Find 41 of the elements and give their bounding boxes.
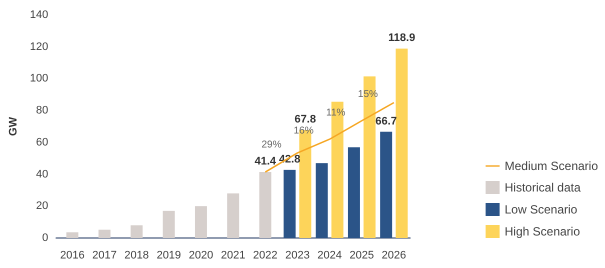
bar bbox=[284, 170, 296, 238]
data-label: 67.8 bbox=[294, 114, 316, 126]
data-label: 41.4 bbox=[254, 156, 277, 168]
bar bbox=[130, 225, 143, 238]
bar bbox=[348, 147, 360, 238]
x-tick-label: 2021 bbox=[220, 250, 246, 262]
annotation: 16% bbox=[294, 126, 314, 137]
bar bbox=[396, 48, 408, 238]
bar bbox=[316, 163, 328, 238]
legend-label: Low Scenario bbox=[504, 202, 578, 216]
x-tick-label: 2017 bbox=[92, 250, 117, 262]
x-tick-label: 2025 bbox=[350, 250, 374, 262]
x-tick-label: 2023 bbox=[285, 250, 310, 262]
y-tick-label: 20 bbox=[36, 200, 48, 212]
x-tick-label: 2022 bbox=[253, 250, 278, 262]
y-tick-label: 0 bbox=[42, 232, 48, 244]
y-tick-label: 140 bbox=[30, 9, 48, 21]
bar bbox=[66, 232, 78, 238]
y-tick-label: 80 bbox=[36, 104, 48, 117]
y-axis-title: GW bbox=[8, 116, 20, 136]
x-tick-label: 2019 bbox=[156, 250, 182, 262]
bar bbox=[259, 172, 272, 238]
x-tick-label: 2018 bbox=[124, 250, 149, 262]
y-tick-label: 60 bbox=[36, 136, 48, 148]
data-label: 118.9 bbox=[388, 32, 416, 44]
x-tick-label: 2026 bbox=[382, 250, 406, 262]
bar bbox=[380, 132, 392, 238]
y-tick-label: 120 bbox=[30, 40, 48, 53]
bar bbox=[194, 206, 207, 238]
x-tick-label: 2020 bbox=[188, 250, 214, 262]
legend-label: Historical data bbox=[504, 180, 581, 194]
bar bbox=[98, 230, 110, 238]
x-tick-label: 2016 bbox=[60, 250, 85, 262]
y-tick-label: 40 bbox=[36, 168, 48, 180]
bar bbox=[162, 210, 175, 238]
y-tick-label: 100 bbox=[30, 72, 48, 85]
annotation: 29% bbox=[261, 139, 282, 150]
bar bbox=[227, 193, 240, 238]
legend-label: Medium Scenario bbox=[504, 159, 598, 173]
legend-label: High Scenario bbox=[504, 224, 580, 238]
x-tick-label: 2024 bbox=[317, 250, 342, 262]
